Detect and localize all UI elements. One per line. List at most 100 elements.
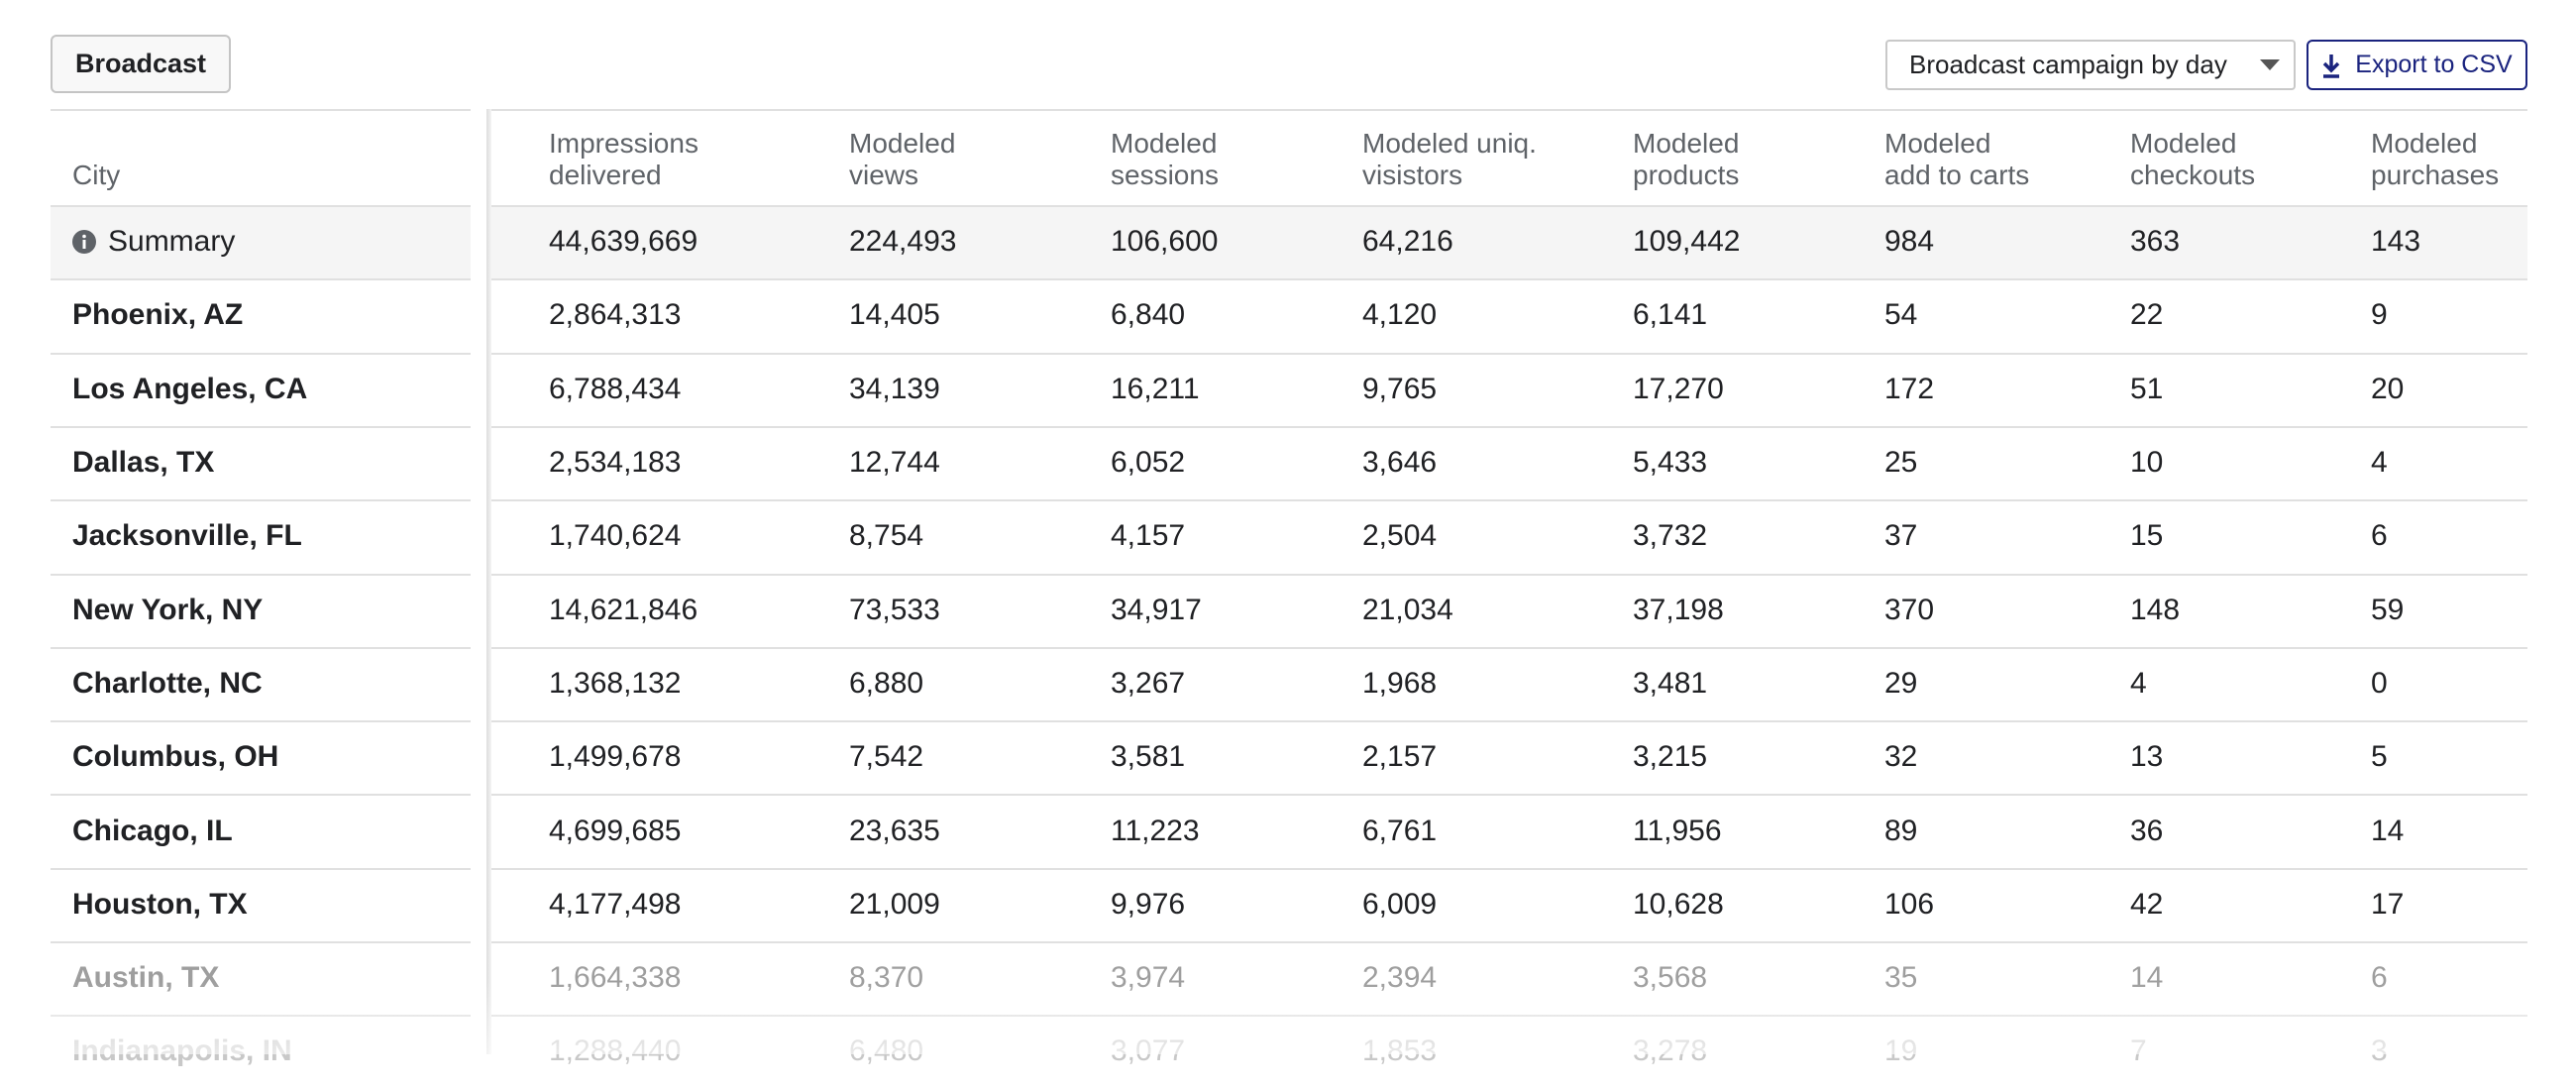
row-border: [51, 573, 2527, 576]
city-cell: Dallas, TX: [72, 446, 215, 480]
value-cell: 3,646: [1362, 446, 1438, 480]
value-cell: 37: [1884, 519, 1918, 553]
row-border: [51, 499, 2527, 502]
value-cell: 6,788,434: [549, 372, 682, 405]
row-border: [51, 794, 2527, 797]
value-cell: 6,761: [1362, 814, 1438, 847]
value-cell: 25: [1884, 446, 1918, 480]
dropdown-caret: [2260, 59, 2280, 70]
value-cell: 14,405: [849, 298, 940, 332]
city-cell: Chicago, IL: [72, 814, 233, 847]
value-cell: 4,120: [1362, 298, 1438, 332]
value-cell: 12,744: [849, 446, 940, 480]
value-cell: 172: [1884, 372, 1935, 405]
row-border: [51, 941, 2527, 943]
view-dropdown[interactable]: Broadcast campaign by day: [1885, 40, 2296, 90]
column-header: Modeled purchases: [2371, 128, 2500, 190]
row-border: [51, 278, 2527, 281]
city-cell: Los Angeles, CA: [72, 372, 308, 405]
value-cell: 13: [2130, 740, 2164, 774]
city-cell: Charlotte, NC: [72, 666, 263, 700]
value-cell: 10: [2130, 446, 2164, 480]
page: Broadcast Broadcast campaign by day Expo…: [51, 35, 2527, 1068]
export-button[interactable]: Export to CSV: [2307, 40, 2527, 90]
summary-cell: 109,442: [1633, 225, 1741, 259]
summary-cell: 44,639,669: [549, 225, 698, 259]
value-cell: 6,052: [1111, 446, 1186, 480]
value-cell: 4,177,498: [549, 887, 682, 921]
summary-cell: 106,600: [1111, 225, 1219, 259]
value-cell: 89: [1884, 814, 1918, 847]
value-cell: 1,968: [1362, 666, 1438, 700]
value-cell: 17: [2371, 887, 2405, 921]
value-cell: 1,368,132: [549, 666, 682, 700]
value-cell: 4: [2130, 666, 2147, 700]
row-border: [51, 720, 2527, 723]
city-cell: Phoenix, AZ: [72, 298, 244, 332]
value-cell: 36: [2130, 814, 2164, 847]
column-header: Modeled sessions: [1111, 128, 1219, 190]
value-cell: 20: [2371, 372, 2405, 405]
value-cell: 73,533: [849, 593, 940, 626]
value-cell: 1,499,678: [549, 740, 682, 774]
value-cell: 34,139: [849, 372, 940, 405]
city-cell: Houston, TX: [72, 887, 248, 921]
summary-row: [51, 205, 2527, 279]
city-cell: Jacksonville, FL: [72, 519, 302, 553]
value-cell: 1,740,624: [549, 519, 682, 553]
value-cell: 32: [1884, 740, 1918, 774]
value-cell: 3,267: [1111, 666, 1186, 700]
value-cell: 3,481: [1633, 666, 1708, 700]
summary-cell: 143: [2371, 225, 2421, 259]
info-icon: [72, 230, 96, 255]
download-icon: [2323, 54, 2340, 78]
value-cell: 14: [2371, 814, 2405, 847]
row-border: [51, 205, 2527, 207]
broadcast-button[interactable]: Broadcast: [51, 35, 231, 93]
value-cell: 21,009: [849, 887, 940, 921]
value-cell: 4: [2371, 446, 2388, 480]
value-cell: 2,534,183: [549, 446, 682, 480]
value-cell: 148: [2130, 593, 2181, 626]
value-cell: 42: [2130, 887, 2164, 921]
column-header: City: [72, 160, 121, 190]
row-border: [51, 352, 2527, 355]
value-cell: 4,157: [1111, 519, 1186, 553]
value-cell: 11,223: [1111, 814, 1200, 847]
column-header: Modeled add to carts: [1884, 128, 2030, 190]
value-cell: 2,157: [1362, 740, 1438, 774]
row-border: [51, 646, 2527, 649]
value-cell: 54: [1884, 298, 1918, 332]
value-cell: 106: [1884, 887, 1935, 921]
value-cell: 6,009: [1362, 887, 1438, 921]
value-cell: 34,917: [1111, 593, 1202, 626]
bottom-fade: [51, 981, 2527, 1054]
summary-cell: 984: [1884, 225, 1935, 259]
value-cell: 6,840: [1111, 298, 1186, 332]
value-cell: 59: [2371, 593, 2405, 626]
dropdown-label: Broadcast campaign by day: [1909, 50, 2227, 79]
value-cell: 14,621,846: [549, 593, 698, 626]
column-header: Modeled checkouts: [2130, 128, 2256, 190]
data-table: City Impressions delivered Modeled views Mo…: [51, 109, 2527, 1067]
column-header: Modeled uniq. visistors: [1362, 128, 1537, 190]
value-cell: 15: [2130, 519, 2164, 553]
value-cell: 9,765: [1362, 372, 1438, 405]
value-cell: 9: [2371, 298, 2388, 332]
value-cell: 6,141: [1633, 298, 1708, 332]
value-cell: 3,581: [1111, 740, 1186, 774]
value-cell: 3,732: [1633, 519, 1708, 553]
value-cell: 22: [2130, 298, 2164, 332]
sticky-column-divider: [486, 109, 491, 1054]
value-cell: 17,270: [1633, 372, 1724, 405]
summary-label: Summary: [72, 205, 235, 278]
value-cell: 370: [1884, 593, 1935, 626]
row-border: [51, 867, 2527, 870]
value-cell: 7,542: [849, 740, 924, 774]
row-border: [51, 425, 2527, 428]
value-cell: 2,504: [1362, 519, 1438, 553]
value-cell: 51: [2130, 372, 2164, 405]
value-cell: 5,433: [1633, 446, 1708, 480]
city-cell: New York, NY: [72, 593, 264, 626]
value-cell: 21,034: [1362, 593, 1453, 626]
